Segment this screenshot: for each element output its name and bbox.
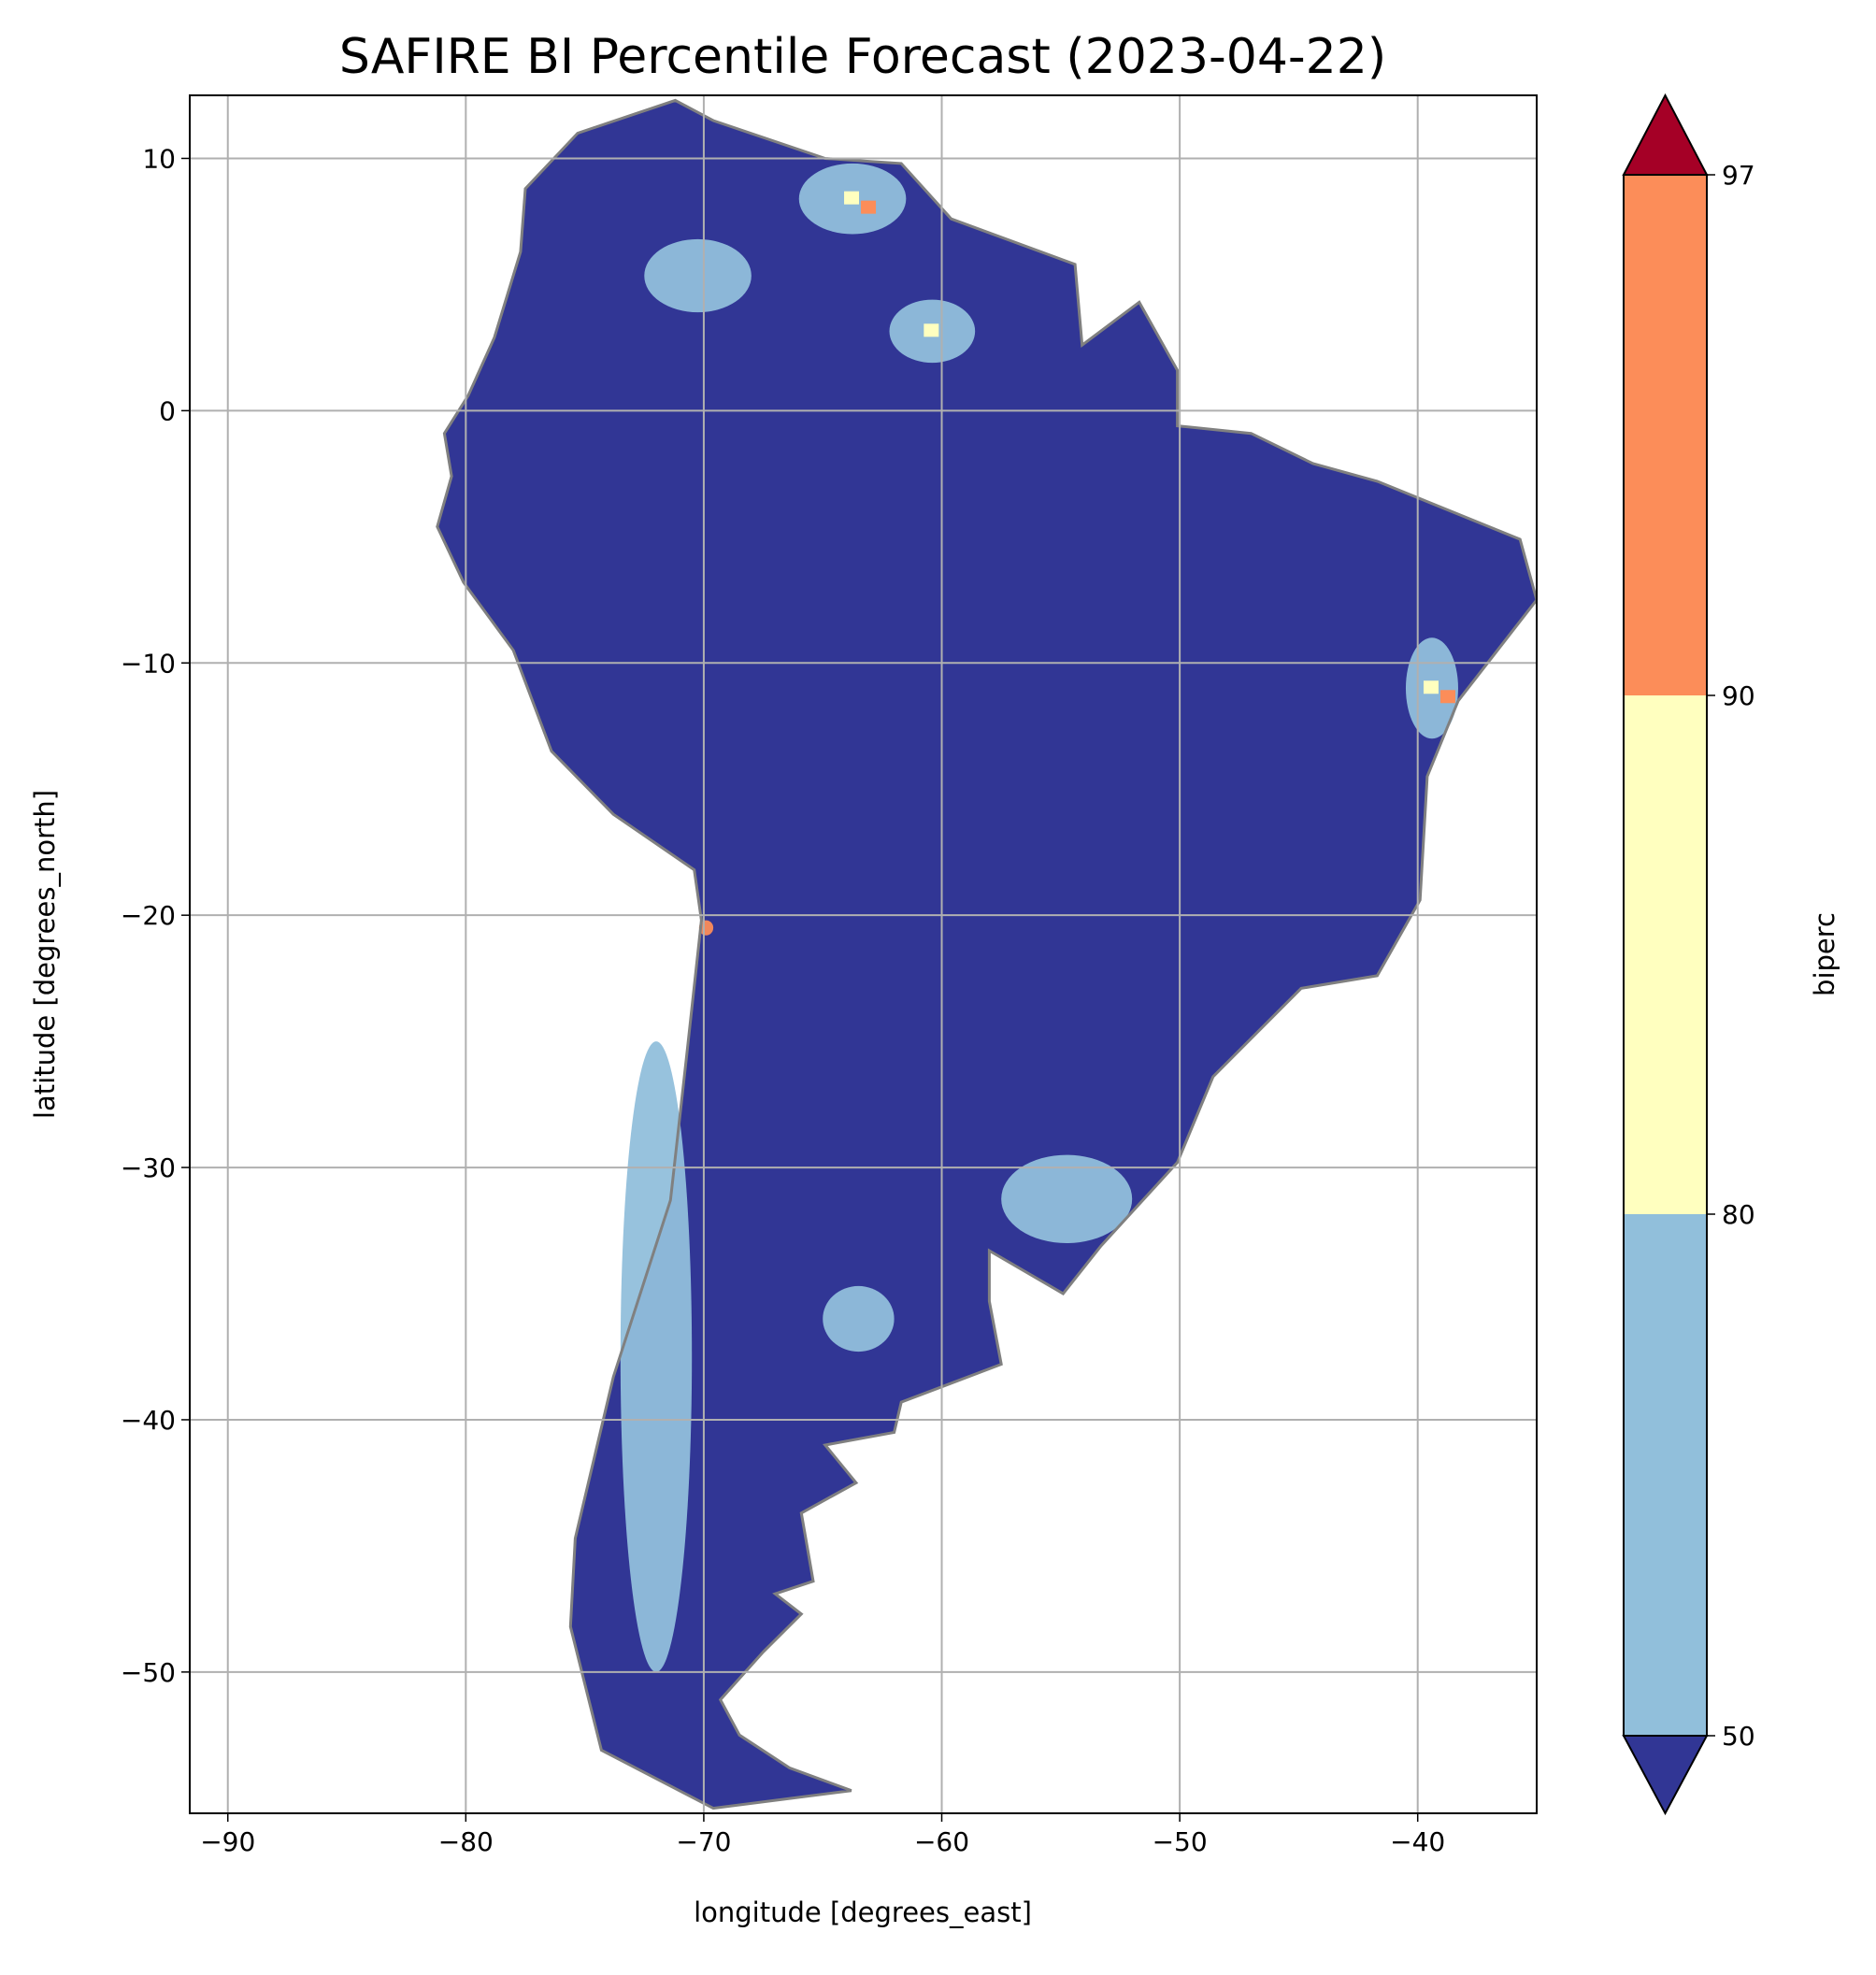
coastline [436, 98, 1537, 1810]
colorbar-tick-label: 80 [1722, 1199, 1755, 1230]
x-tick-label: −80 [438, 1826, 494, 1857]
plot-area: −90 −80 −70 −60 −50 −40 10 0 −10 −20 −30 −40 −50 [121, 94, 1538, 1857]
colorbar-segment [1624, 175, 1707, 695]
x-axis-label: longitude [degrees_east] [694, 1896, 1032, 1928]
y-tick-label: −20 [121, 900, 176, 931]
colorbar-segment [1624, 1214, 1707, 1736]
y-tick-label: −30 [121, 1152, 176, 1183]
y-tick-label: 10 [142, 143, 176, 174]
percentile-spot [861, 200, 877, 214]
x-tick-label: −50 [1153, 1826, 1208, 1857]
y-tick-label: −50 [121, 1657, 176, 1688]
colorbar-extend-upper [1622, 93, 1709, 176]
percentile-patch [620, 1041, 693, 1672]
percentile-patch [644, 238, 752, 313]
colorbar-label: biperc [1809, 912, 1840, 996]
percentile-spot [924, 323, 939, 337]
axes-frame [189, 94, 1538, 1814]
percentile-spot [1423, 680, 1439, 694]
y-tick-label: 0 [159, 395, 176, 426]
x-tick-label: −90 [200, 1826, 255, 1857]
colorbar-extend-lower [1622, 1735, 1709, 1816]
percentile-patch [1001, 1154, 1133, 1244]
y-axis-label: latitude [degrees_north] [29, 790, 61, 1119]
percentile-patch [698, 920, 714, 936]
colorbar-tick-label: 50 [1722, 1721, 1755, 1752]
y-tick-label: −40 [121, 1405, 176, 1436]
percentile-spot [1439, 690, 1455, 704]
colorbar-frame [1623, 174, 1708, 1737]
map-layer [436, 98, 1537, 1810]
continent-fill [437, 100, 1537, 1809]
percentile-patch [823, 1285, 895, 1352]
y-tick-label: −10 [121, 648, 176, 679]
x-tick-label: −60 [914, 1826, 969, 1857]
colorbar-tick-label: 90 [1722, 680, 1755, 711]
percentile-spot [844, 191, 860, 205]
colorbar-segment [1624, 695, 1707, 1214]
x-tick-label: −70 [676, 1826, 731, 1857]
colorbar: 50 80 90 97 [1622, 93, 1755, 1816]
x-tick-label: −40 [1390, 1826, 1445, 1857]
colorbar-tick-label: 97 [1722, 160, 1755, 191]
chart-title: SAFIRE BI Percentile Forecast (2023-04-2… [339, 29, 1386, 85]
